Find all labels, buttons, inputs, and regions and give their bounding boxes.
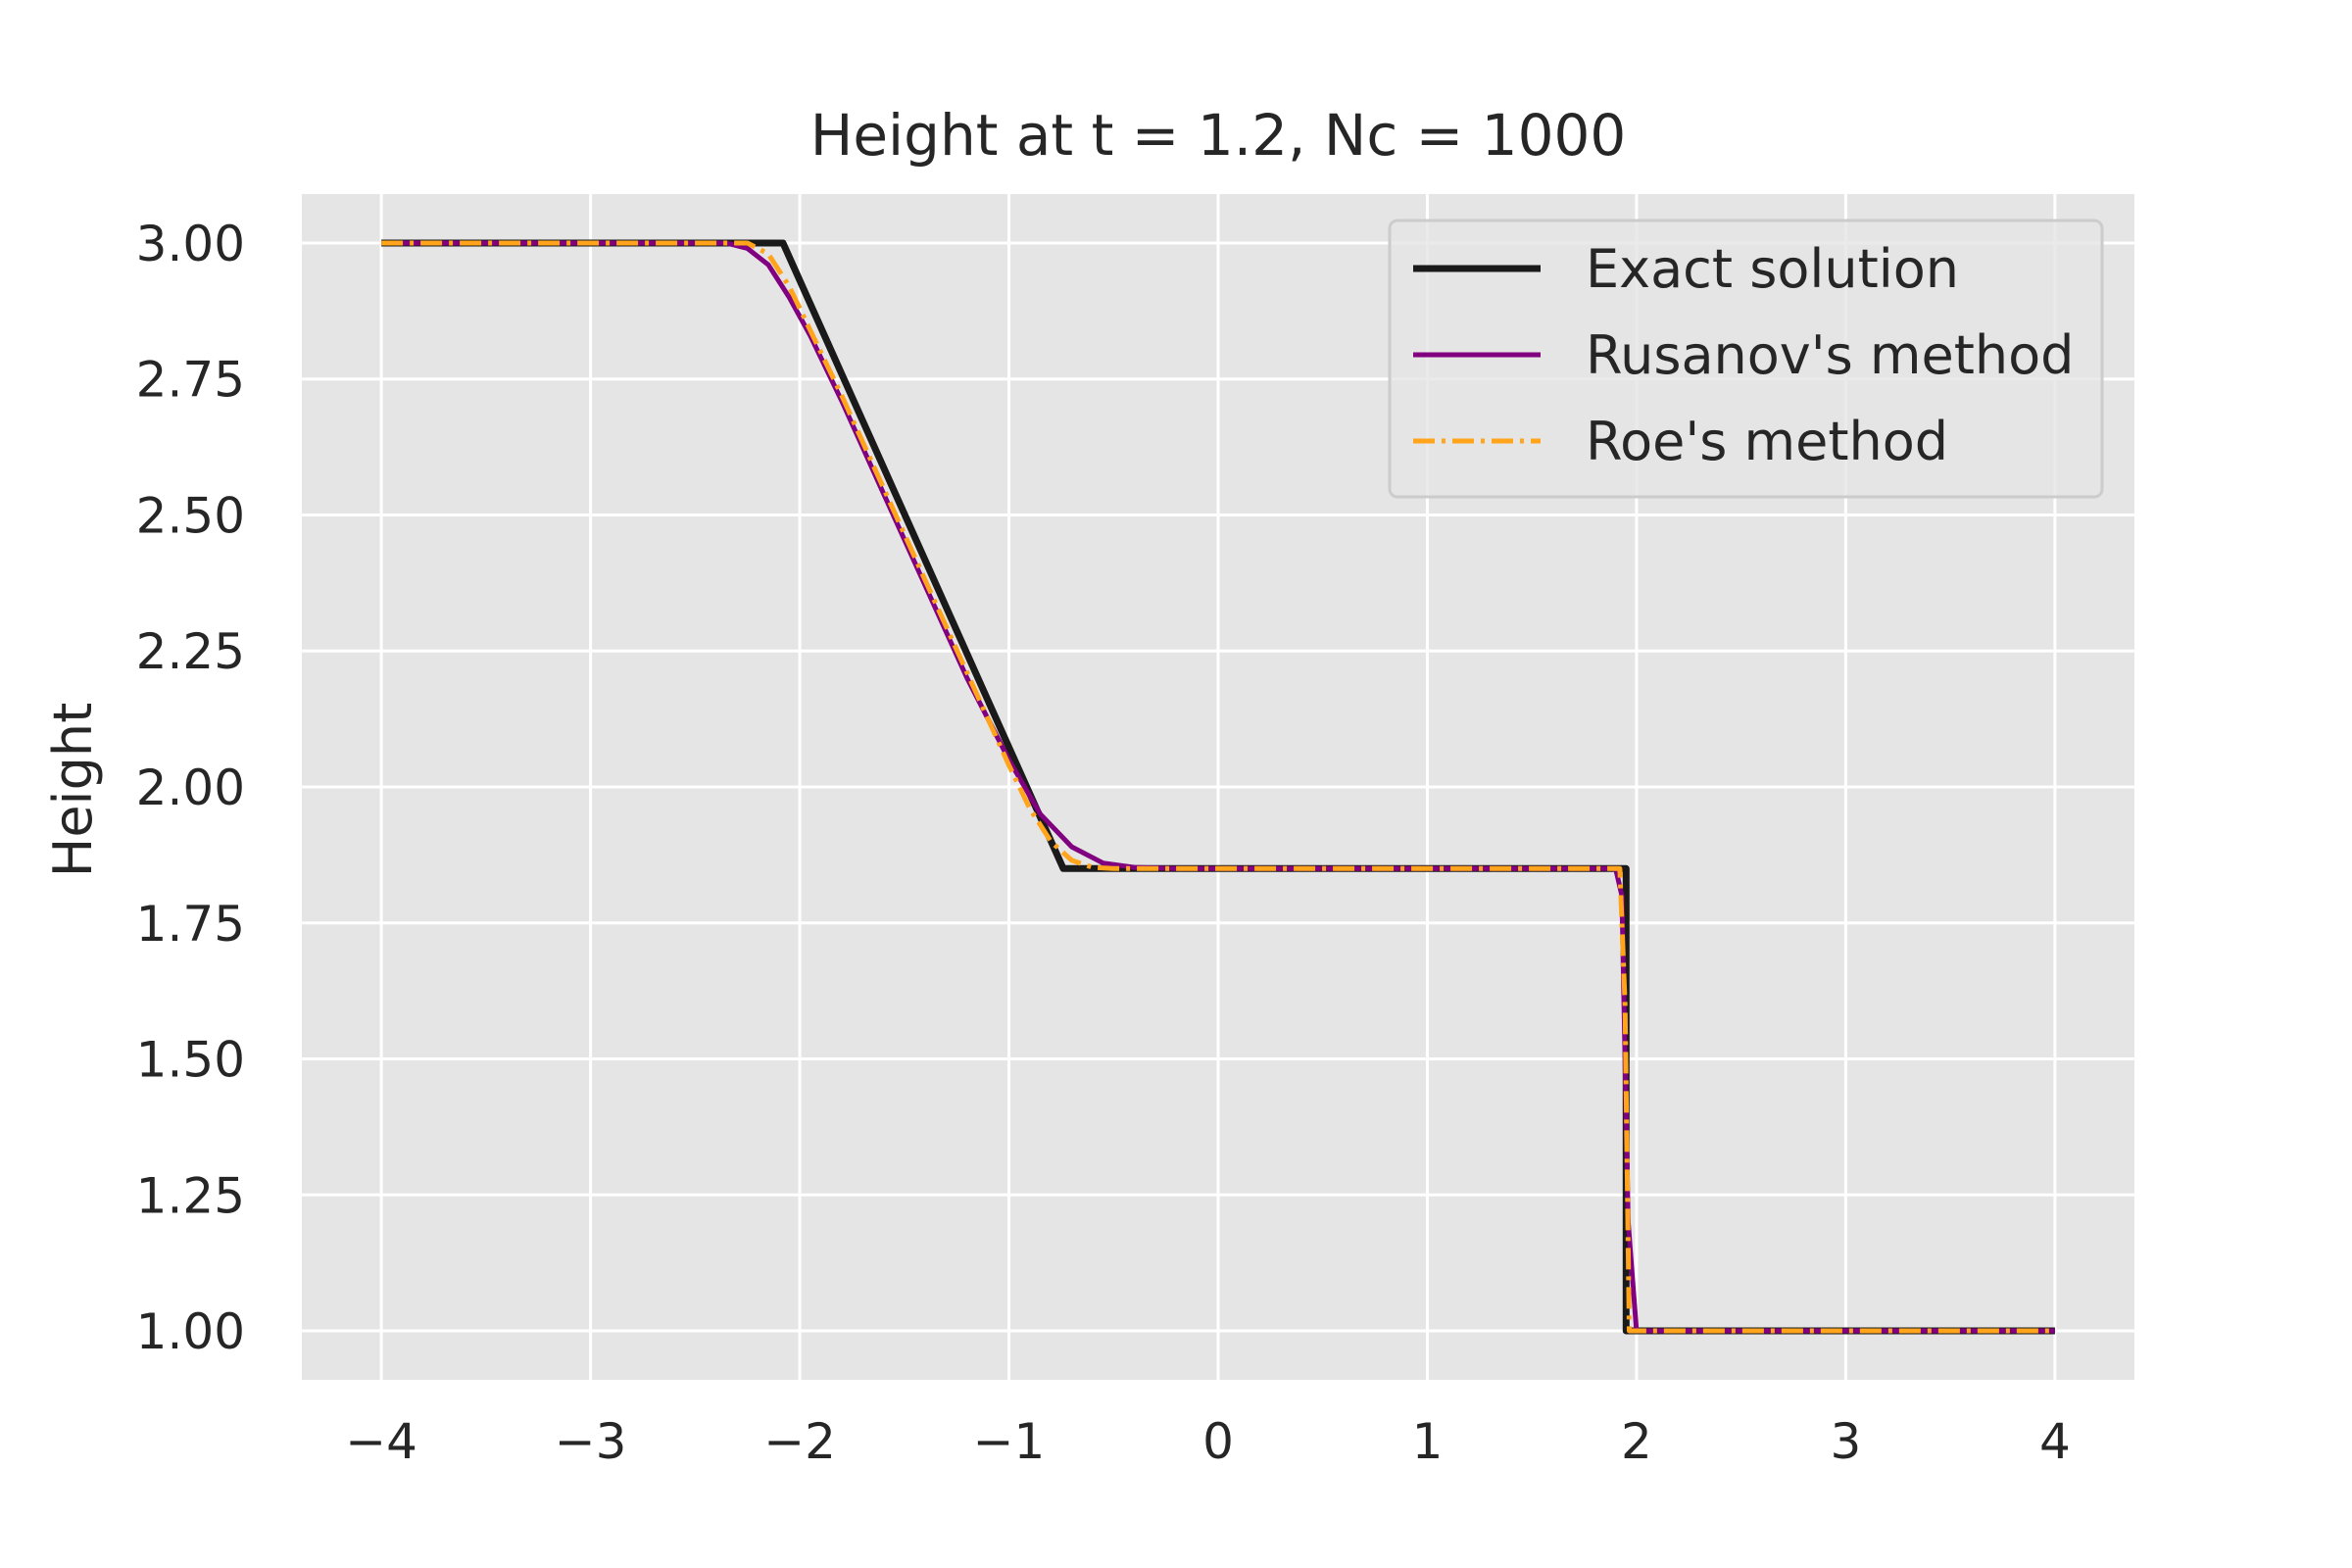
x-tick-label: 1 — [1412, 1413, 1444, 1470]
legend: Exact solution Rusanov's method Roe's meth… — [1388, 219, 2104, 499]
legend-label-2: Roe's method — [1586, 411, 1948, 472]
x-tick-label: 4 — [2039, 1413, 2071, 1470]
y-tick-label: 2.75 — [136, 352, 245, 409]
x-tick-label: −4 — [345, 1413, 417, 1470]
y-tick-labels: 1.00 1.25 1.50 1.75 2.00 2.25 2.50 2.75 3.00 — [136, 216, 245, 1360]
x-tick-label: 0 — [1202, 1413, 1234, 1470]
x-tick-label: 3 — [1831, 1413, 1862, 1470]
x-tick-label: −2 — [763, 1413, 836, 1470]
x-tick-label: −1 — [973, 1413, 1046, 1470]
x-tick-label: 2 — [1621, 1413, 1652, 1470]
legend-label-0: Exact solution — [1586, 238, 1959, 300]
y-tick-label: 3.00 — [136, 216, 245, 272]
y-tick-label: 1.50 — [136, 1032, 245, 1089]
y-tick-label: 1.75 — [136, 896, 245, 953]
y-tick-label: 1.25 — [136, 1167, 245, 1224]
y-tick-label: 2.25 — [136, 623, 245, 680]
x-tick-labels: −4 −3 −2 −1 0 1 2 3 4 — [345, 1413, 2071, 1470]
y-tick-label: 2.00 — [136, 760, 245, 816]
y-tick-label: 1.00 — [136, 1303, 245, 1360]
series-line-2 — [381, 240, 2055, 1334]
series-lines — [381, 239, 2055, 1335]
chart-title: Height at t = 1.2, Nc = 1000 — [810, 102, 1627, 169]
y-axis-label: Height — [42, 703, 104, 878]
legend-label-1: Rusanov's method — [1586, 324, 2074, 386]
x-tick-label: −3 — [555, 1413, 627, 1470]
y-tick-label: 2.50 — [136, 487, 245, 544]
legend-box — [1388, 219, 2104, 499]
